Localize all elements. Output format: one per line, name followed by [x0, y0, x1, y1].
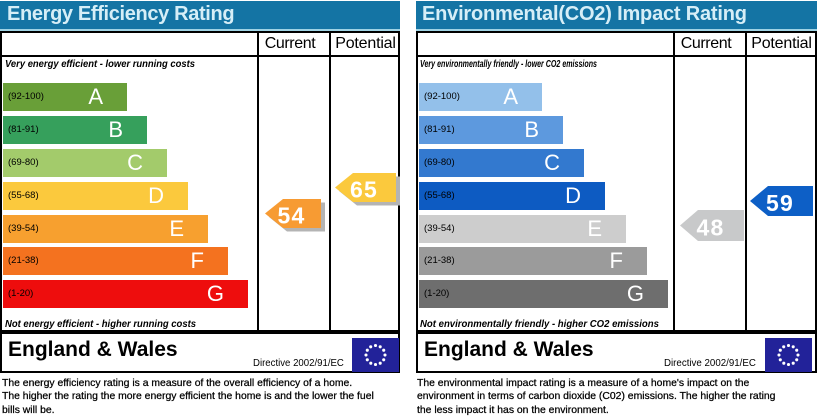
- svg-text:54: 54: [278, 202, 306, 228]
- svg-text:59: 59: [766, 190, 794, 216]
- svg-text:65: 65: [350, 176, 378, 202]
- svg-text:48: 48: [697, 214, 725, 240]
